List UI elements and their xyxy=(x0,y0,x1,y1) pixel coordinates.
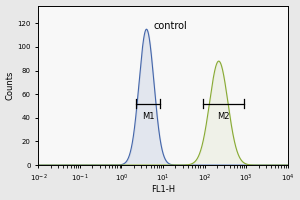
Text: control: control xyxy=(154,21,188,31)
Text: M2: M2 xyxy=(217,112,230,121)
Text: M1: M1 xyxy=(142,112,154,121)
Y-axis label: Counts: Counts xyxy=(6,71,15,100)
X-axis label: FL1-H: FL1-H xyxy=(151,185,175,194)
